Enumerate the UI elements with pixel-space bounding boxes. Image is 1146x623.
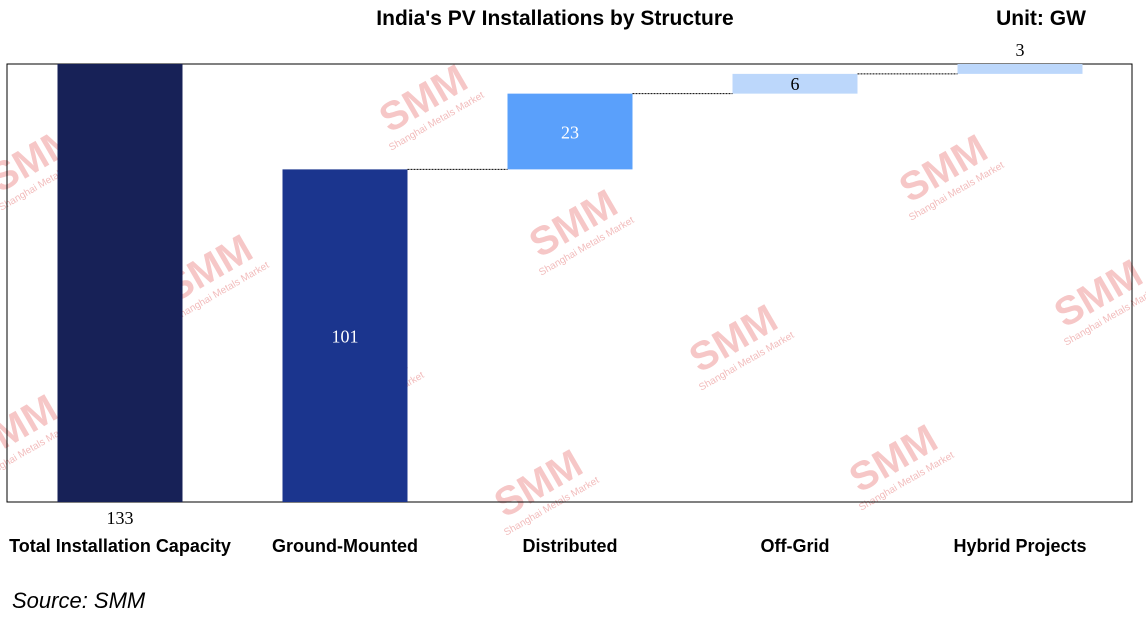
data-label: 3 [1016,40,1025,60]
category-label: Total Installation Capacity [9,536,231,556]
bar-hybrid-projects [957,64,1083,74]
plot-area-border [6,63,1133,503]
source-note: Source: SMM [12,588,146,613]
bar-total-installation-capacity [57,64,183,502]
data-label: 133 [107,508,134,528]
chart-title: India's PV Installations by Structure [376,7,733,30]
data-label: 6 [791,74,800,94]
category-label: Ground-Mounted [272,536,418,556]
category-label: Off-Grid [761,536,830,556]
connector-lines [182,73,958,503]
category-label: Distributed [522,536,617,556]
category-labels: Total Installation Capacity Ground-Mounte… [9,536,1086,556]
bar-off-grid [732,73,858,94]
unit-label: Unit: GW [996,7,1086,30]
bar-group: 133 101 23 6 3 [57,40,1083,528]
bar-distributed [507,93,633,170]
data-label: 101 [332,327,359,347]
bar-ground-mounted [282,169,408,502]
category-label: Hybrid Projects [953,536,1086,556]
data-label: 23 [561,123,579,143]
